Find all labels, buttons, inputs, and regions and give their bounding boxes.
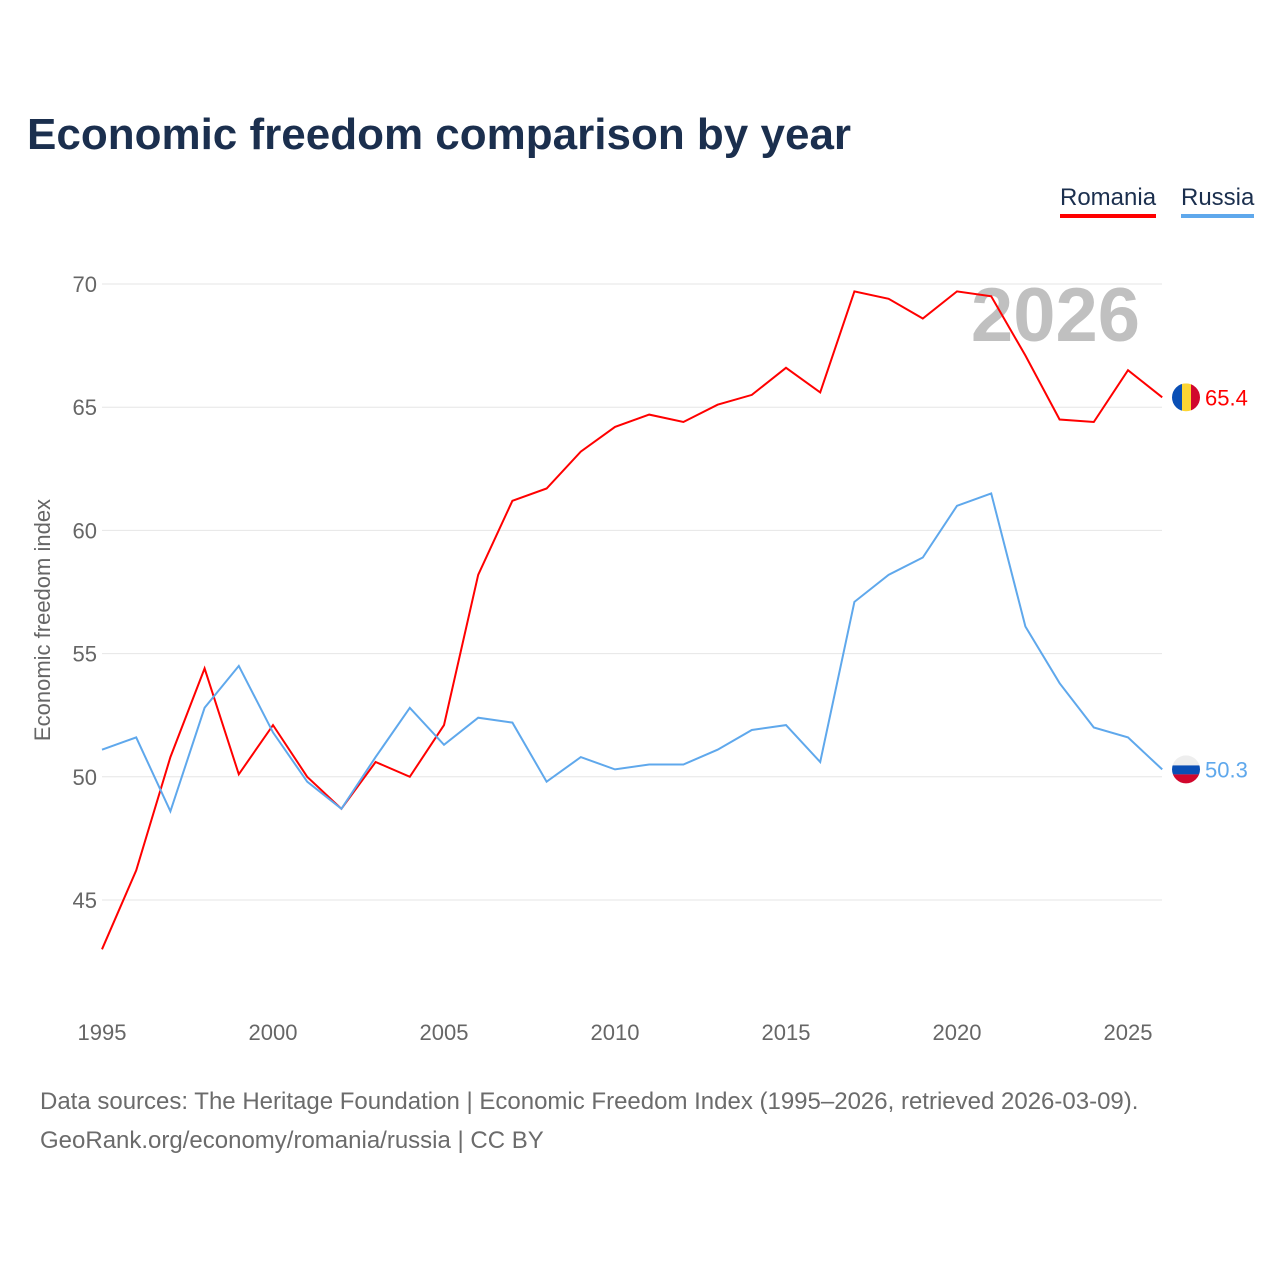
flag-romania-icon [1172,383,1200,412]
year-watermark: 2026 [971,273,1140,358]
y-tick-label: 55 [73,642,97,667]
y-tick-label: 50 [73,765,97,790]
x-tick-label: 2020 [933,1020,982,1045]
legend-russia[interactable]: Russia [1181,184,1255,218]
chart-title: Economic freedom comparison by year [27,110,852,159]
x-tick-label: 2000 [249,1020,298,1045]
y-tick-label: 70 [73,272,97,297]
x-tick-label: 1995 [78,1020,127,1045]
series-line-romania [101,290,1163,950]
y-tick-label: 60 [73,518,97,543]
flag-russia-icon [1172,755,1200,784]
y-axis-label: Economic freedom index [30,499,55,741]
x-tick-label: 2005 [420,1020,469,1045]
end-label-romania: 65.4 [1205,385,1248,410]
y-tick-label: 45 [73,888,97,913]
footer-sources: Data sources: The Heritage Foundation | … [40,1088,1139,1115]
end-label-russia: 50.3 [1205,757,1248,782]
x-tick-label: 2010 [591,1020,640,1045]
x-tick-label: 2015 [762,1020,811,1045]
x-tick-label: 2025 [1104,1020,1153,1045]
series-line-russia [101,492,1163,815]
y-tick-label: 65 [73,395,97,420]
footer-credit: GeoRank.org/economy/romania/russia | CC … [40,1127,544,1154]
legend-romania[interactable]: Romania [1060,184,1157,218]
